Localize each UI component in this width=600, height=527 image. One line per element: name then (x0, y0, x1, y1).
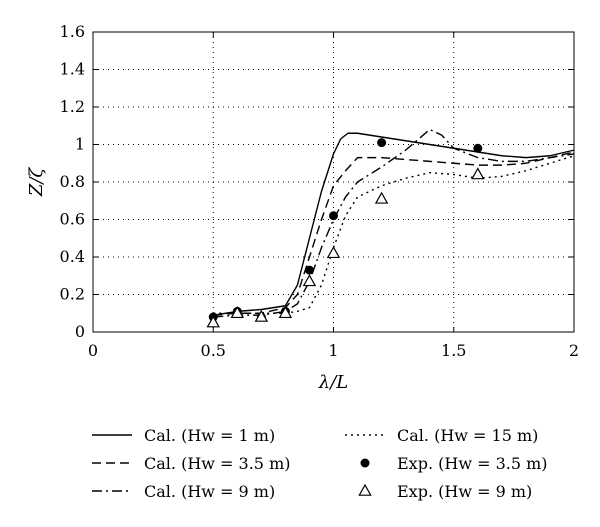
y-tick-label: 0.8 (60, 172, 85, 191)
legend-item: Cal. (Hw = 9 m) (92, 482, 275, 501)
legend-marker-swatch (358, 483, 372, 496)
legend-label: Exp. (Hw = 3.5 m) (397, 454, 548, 473)
y-tick-label: 0 (75, 322, 85, 341)
legend: Cal. (Hw = 1 m) Cal. (Hw = 3.5 m) Cal. (Hw… (92, 426, 548, 501)
series-1 (213, 151, 575, 316)
series-line (213, 155, 575, 314)
y-axis-label: Z/ζ (26, 167, 47, 198)
data-point (254, 309, 269, 322)
data-point (278, 306, 293, 319)
axis-ticks: 0 0.5 1 1.5 2 0 0.2 0.4 0.6 0.8 1 1.2 1.4 1.6 (60, 22, 580, 360)
legend-item: Exp. (Hw = 3.5 m) (360, 454, 548, 473)
data-point (326, 246, 341, 259)
data-point (377, 138, 387, 148)
series-5 (206, 167, 485, 328)
y-tick-label: 0.2 (60, 285, 85, 304)
x-tick-label: 0 (88, 341, 98, 360)
series-4 (208, 138, 483, 322)
legend-marker-swatch (360, 458, 370, 468)
series-line (213, 151, 575, 316)
series-3 (213, 155, 575, 314)
data-point (471, 167, 485, 180)
x-tick-label: 2 (569, 341, 579, 360)
series-0 (213, 132, 575, 316)
x-tick-label: 1.5 (441, 341, 466, 360)
legend-label: Cal. (Hw = 3.5 m) (144, 454, 290, 473)
y-tick-label: 0.6 (60, 210, 85, 229)
data-point (374, 191, 389, 204)
y-tick-label: 1 (75, 135, 85, 154)
x-tick-label: 0.5 (201, 341, 226, 360)
legend-item: Cal. (Hw = 1 m) (92, 426, 275, 445)
y-tick-label: 1.4 (60, 60, 85, 79)
data-point (302, 274, 317, 287)
y-tick-label: 1.6 (60, 22, 85, 41)
legend-label: Cal. (Hw = 1 m) (144, 426, 275, 445)
legend-label: Exp. (Hw = 9 m) (397, 482, 532, 501)
series-line (213, 132, 575, 316)
legend-item: Cal. (Hw = 3.5 m) (92, 454, 290, 473)
data-point (206, 315, 220, 328)
data-point (304, 265, 314, 275)
x-axis-label: λ/L (318, 372, 348, 393)
x-tick-label: 1 (328, 341, 338, 360)
y-tick-label: 0.4 (60, 247, 85, 266)
legend-item: Cal. (Hw = 15 m) (345, 426, 538, 445)
legend-label: Cal. (Hw = 9 m) (144, 482, 275, 501)
data-point (230, 306, 245, 319)
y-tick-label: 1.2 (60, 97, 85, 116)
data-point (473, 143, 483, 153)
grid (93, 32, 574, 332)
legend-label: Cal. (Hw = 15 m) (397, 426, 538, 445)
data-point (329, 211, 338, 221)
legend-item: Exp. (Hw = 9 m) (358, 482, 532, 501)
series-layer (206, 128, 575, 328)
